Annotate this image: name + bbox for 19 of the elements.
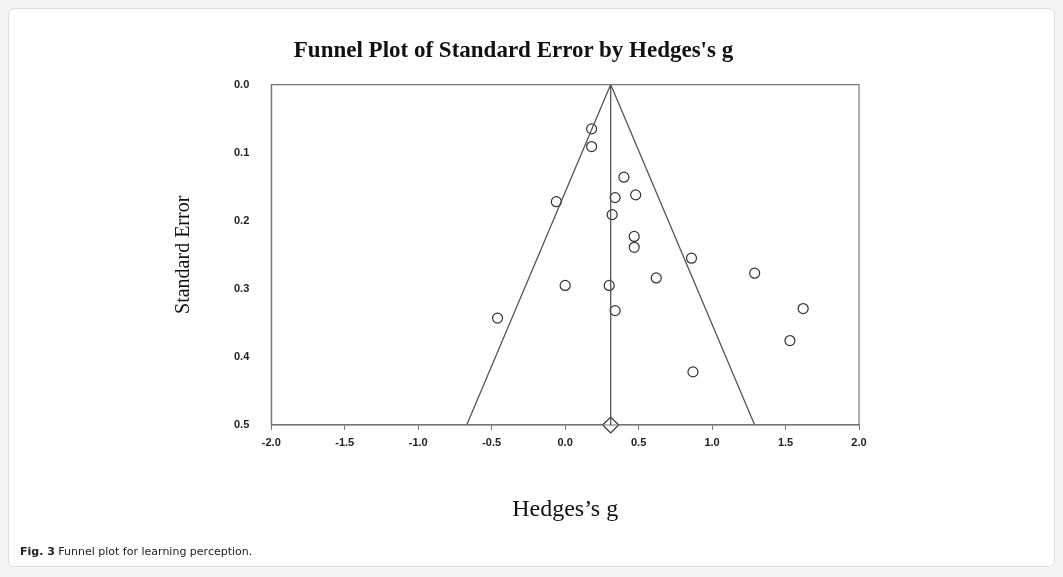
caption: Fig. 3 Funnel plot for learning perception. xyxy=(20,545,253,558)
x-tick-label: -1.0 xyxy=(408,435,428,448)
y-tick-label: 0.0 xyxy=(233,77,250,90)
x-tick-label: 0.0 xyxy=(557,435,573,448)
y-tick-label: 0.2 xyxy=(233,213,250,226)
x-tick-label: 2.0 xyxy=(851,435,867,448)
y-tick-label: 0.3 xyxy=(233,281,250,294)
x-tick-label: 1.5 xyxy=(777,435,794,448)
y-axis-title: Standard Error xyxy=(171,195,194,314)
chart-title: Funnel Plot of Standard Error by Hedges's g xyxy=(293,36,734,62)
x-tick-label: -0.5 xyxy=(482,435,502,448)
y-tick-label: 0.5 xyxy=(233,418,250,431)
y-tick-label: 0.4 xyxy=(233,349,251,362)
x-tick-label: -2.0 xyxy=(261,435,281,448)
x-tick-label: 0.5 xyxy=(630,435,647,448)
x-tick-label: -1.5 xyxy=(335,435,355,448)
y-tick-label: 0.1 xyxy=(233,145,250,158)
x-axis-title: Hedges’s g xyxy=(512,494,619,521)
x-tick-label: 1.0 xyxy=(704,435,720,448)
